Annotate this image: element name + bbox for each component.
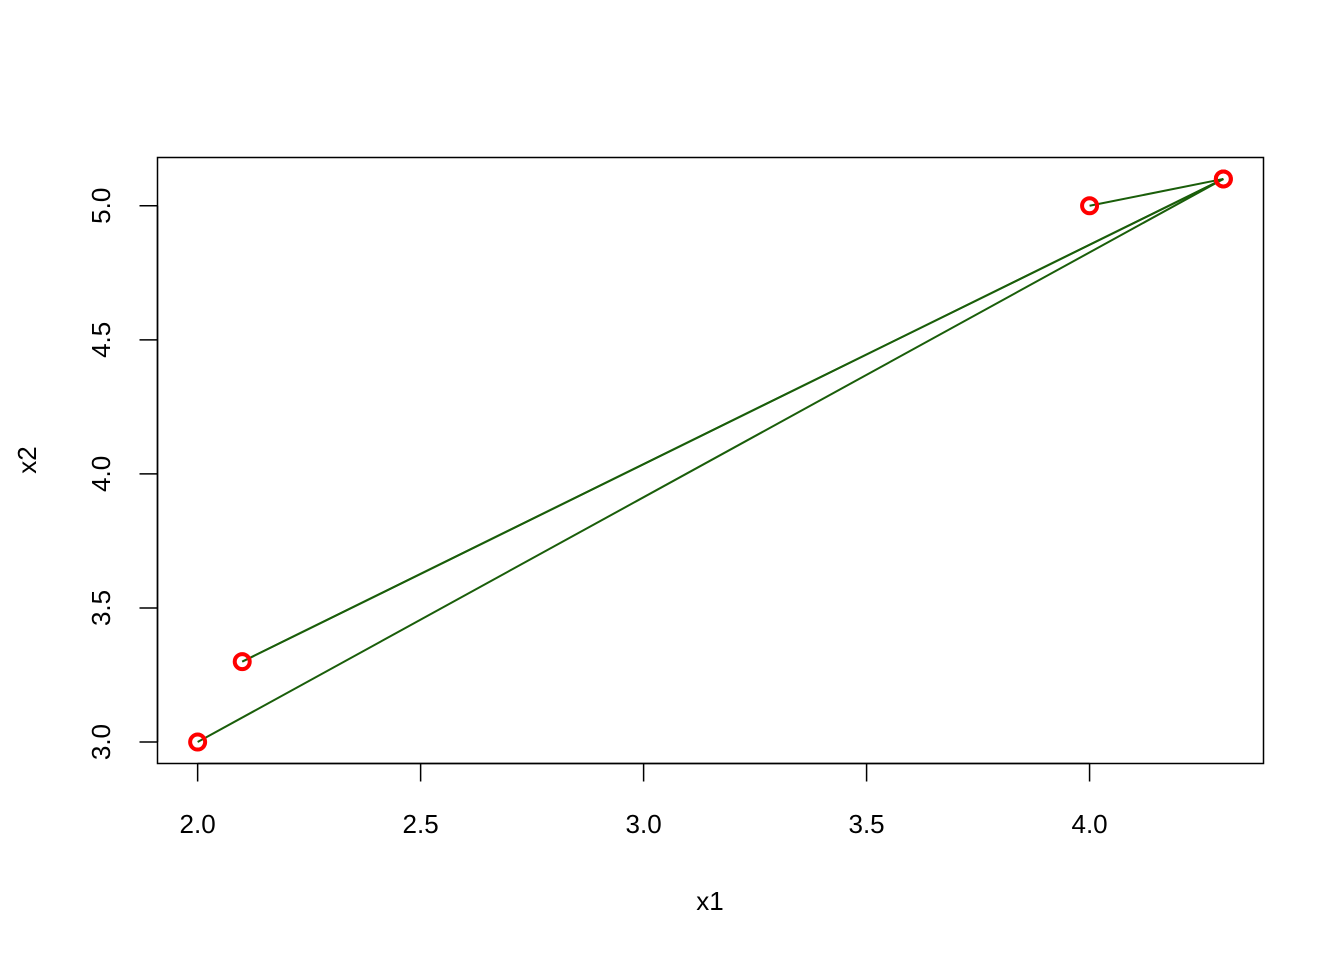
data-point <box>188 732 208 752</box>
y-tick-label: 4.0 <box>86 456 116 492</box>
data-point <box>232 652 252 672</box>
y-tick-label: 5.0 <box>86 188 116 224</box>
y-axis-label: x2 <box>12 446 42 473</box>
y-tick-label: 4.5 <box>86 322 116 358</box>
series-points <box>188 169 1233 752</box>
y-axis: 3.0 3.5 4.0 4.5 5.0 <box>86 188 159 760</box>
x-tick-label: 3.0 <box>626 809 662 839</box>
x-axis-label: x1 <box>696 886 723 916</box>
y-tick-label: 3.0 <box>86 724 116 760</box>
x-axis: 2.0 2.5 3.0 3.5 4.0 <box>180 762 1108 839</box>
x-tick-label: 3.5 <box>849 809 885 839</box>
y-tick-label: 3.5 <box>86 590 116 626</box>
series-lines <box>197 177 1224 743</box>
x-tick-label: 4.0 <box>1071 809 1107 839</box>
series-line-segment <box>241 178 1224 663</box>
data-point <box>1080 196 1100 216</box>
x-tick-label: 2.0 <box>180 809 216 839</box>
data-point <box>1213 169 1233 189</box>
series-line-segment <box>197 178 1224 743</box>
series-line-segment <box>1089 177 1224 207</box>
x-tick-label: 2.5 <box>403 809 439 839</box>
